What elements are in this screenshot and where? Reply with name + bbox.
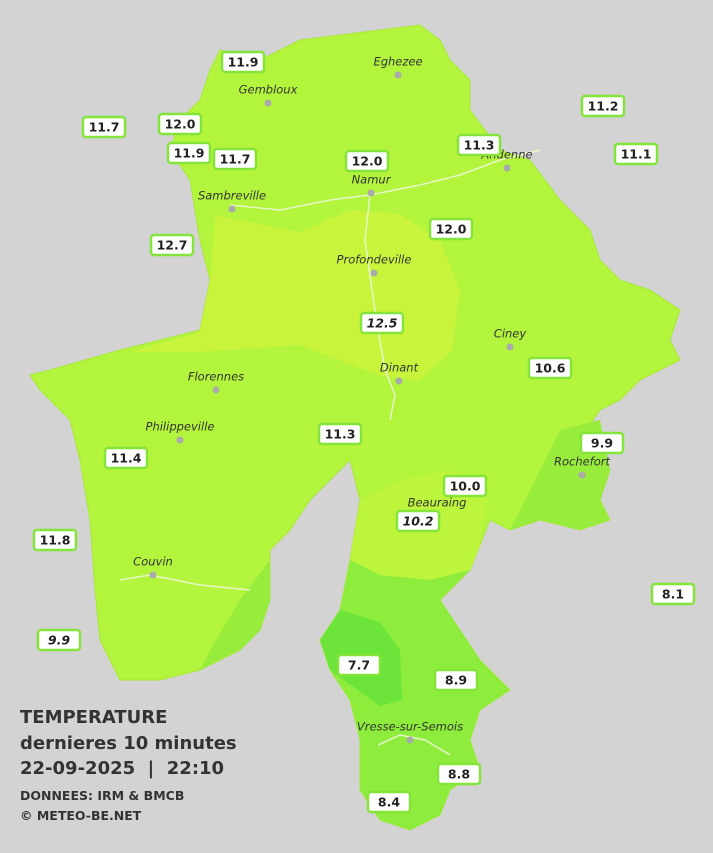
station-box xyxy=(366,790,412,814)
station-value: 9.9 xyxy=(591,436,613,451)
town-label: Gembloux xyxy=(239,83,298,97)
station-value: 12.0 xyxy=(165,117,196,132)
caption-subtitle: dernieres 10 minutes xyxy=(20,733,237,754)
station-value: 11.8 xyxy=(40,533,71,548)
station-value: 11.9 xyxy=(228,55,259,70)
station-value: 8.8 xyxy=(448,767,470,782)
station-box xyxy=(579,431,625,455)
station-value: 11.4 xyxy=(111,451,142,466)
town-dot xyxy=(228,205,236,213)
station-box xyxy=(36,628,82,652)
station-box xyxy=(336,653,382,677)
station-value: 11.7 xyxy=(220,152,251,167)
town-label: Rochefort xyxy=(554,455,611,469)
station-value: 11.1 xyxy=(621,147,652,162)
station-value: 12.0 xyxy=(352,154,383,169)
towns: EghezeeGemblouxAndenneNamurSambrevillePr… xyxy=(133,55,611,744)
town-dot xyxy=(264,99,272,107)
town-label: Beauraing xyxy=(408,496,467,510)
stations: 11.9 11.7 12.0 11.9 11.7 12.0 11.3 11.2 11.1 12.7… xyxy=(32,50,696,814)
town-label: Vresse-sur-Semois xyxy=(357,720,463,734)
town-dot xyxy=(176,436,184,444)
station-value: 11.3 xyxy=(464,138,495,153)
town-dot xyxy=(367,189,375,197)
station-box xyxy=(317,422,363,446)
station-box xyxy=(433,668,479,692)
station-value: 8.4 xyxy=(378,795,400,810)
station-value: 9.9 xyxy=(48,633,70,648)
town-label: Philippeville xyxy=(146,420,215,434)
station-value: 11.3 xyxy=(325,427,356,442)
station-box xyxy=(212,147,258,171)
town-label: Eghezee xyxy=(373,55,422,69)
town-label: Profondeville xyxy=(337,253,412,267)
station-box xyxy=(527,356,573,380)
caption-source: DONNEES: IRM & BMCB xyxy=(20,788,184,803)
town-dot xyxy=(370,269,378,277)
town-dot xyxy=(406,736,414,744)
station-value: 11.7 xyxy=(89,120,120,135)
station-value: 7.7 xyxy=(348,658,370,673)
station-box xyxy=(359,311,405,335)
station-value: 10.2 xyxy=(403,514,434,529)
station-box xyxy=(580,94,626,118)
caption-title: TEMPERATURE xyxy=(20,707,167,728)
town-dot xyxy=(212,386,220,394)
station-box xyxy=(436,762,482,786)
town-dot xyxy=(503,164,511,172)
caption-credit: © METEO-BE.NET xyxy=(20,808,142,823)
station-value: 10.6 xyxy=(535,361,566,376)
station-box xyxy=(650,582,696,606)
station-value: 8.9 xyxy=(445,673,467,688)
station-box xyxy=(166,141,212,165)
town-label: Ciney xyxy=(494,327,527,341)
town-dot xyxy=(578,471,586,479)
station-value: 8.1 xyxy=(662,587,684,602)
station-box xyxy=(157,112,203,136)
town-dot xyxy=(506,343,514,351)
station-value: 11.9 xyxy=(174,146,205,161)
town-label: Couvin xyxy=(133,555,173,569)
station-box xyxy=(103,446,149,470)
station-box xyxy=(81,115,127,139)
town-label: Florennes xyxy=(188,370,244,384)
station-box xyxy=(395,509,441,533)
station-value: 12.0 xyxy=(436,222,467,237)
station-value: 12.7 xyxy=(157,238,188,253)
town-label: Sambreville xyxy=(198,189,266,203)
station-box xyxy=(32,528,78,552)
station-value: 12.5 xyxy=(367,316,398,331)
caption-datetime: 22-09-2025 | 22:10 xyxy=(20,758,224,779)
station-value: 11.2 xyxy=(588,99,619,114)
station-box xyxy=(613,142,659,166)
station-box xyxy=(220,50,266,74)
station-box xyxy=(428,217,474,241)
town-dot xyxy=(149,571,157,579)
town-dot xyxy=(394,71,402,79)
station-box xyxy=(149,233,195,257)
station-box xyxy=(456,133,502,157)
station-box xyxy=(344,149,390,173)
town-dot xyxy=(395,377,403,385)
station-value: 10.0 xyxy=(450,479,481,494)
town-label: Namur xyxy=(352,173,392,187)
town-label: Dinant xyxy=(380,361,419,375)
station-box xyxy=(442,474,488,498)
